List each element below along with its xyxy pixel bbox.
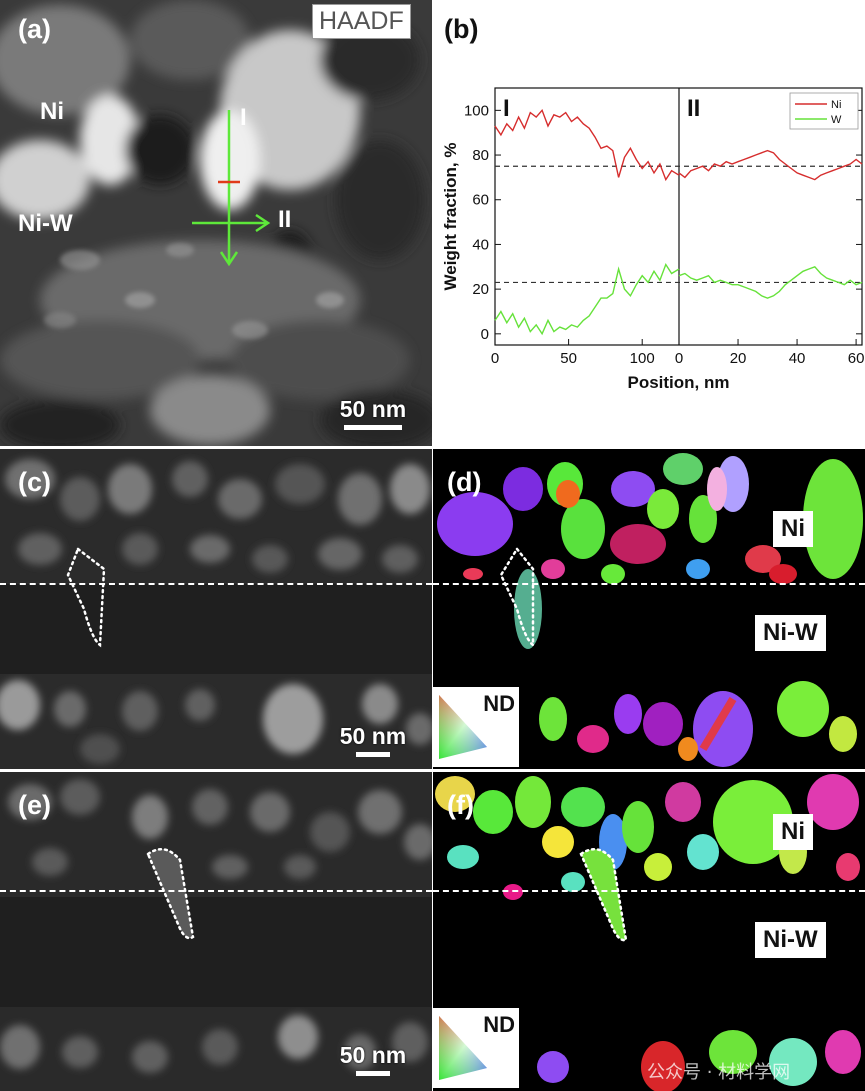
scale-bar-a-text: 50 nm (339, 396, 407, 422)
haadf-mode-label: HAADF (312, 4, 411, 39)
micrograph-c (0, 449, 432, 769)
y-tick-label: 20 (472, 281, 489, 298)
niw-region-label: Ni-W (18, 210, 73, 237)
scale-bar-e-text: 50 nm (339, 1042, 407, 1068)
panel-d-orientation-map: (d) Ni Ni-W ND (433, 449, 865, 769)
watermark: 公众号 · 材料学网 (647, 1062, 791, 1083)
ipf-triangle-icon (439, 1016, 487, 1080)
interface-line-f (433, 890, 865, 892)
interface-line-e (0, 890, 432, 892)
subplot-label-i: I (503, 95, 510, 122)
series-line-w-ii (678, 265, 863, 299)
niw-label-d: Ni-W (755, 615, 826, 651)
ni-label-f: Ni (773, 814, 813, 850)
y-tick-label: 0 (481, 326, 489, 343)
grain-outline-c (66, 546, 106, 648)
scale-bar-e-line (356, 1071, 390, 1076)
grain-outline-d (499, 546, 535, 648)
panel-d-label: (d) (447, 467, 482, 497)
legend-label-ni: Ni (831, 99, 841, 111)
scale-bar-e: 50 nm (328, 1042, 418, 1076)
profile-line-ii-label: II (278, 206, 292, 233)
profile-line-i-label: I (240, 104, 247, 131)
x-tick-label: 60 (848, 350, 865, 367)
y-tick-label: 40 (472, 236, 489, 253)
x-tick-label: 40 (789, 350, 806, 367)
grain-outline-e (146, 847, 195, 940)
interface-line-d (433, 583, 865, 585)
panel-c-label: (c) (18, 467, 51, 497)
panel-a-label: (a) (18, 14, 51, 44)
ni-region-label: Ni (40, 98, 64, 125)
x-tick-label: 20 (730, 350, 747, 367)
subplot-label-ii: II (687, 95, 700, 122)
x-tick-label: 50 (560, 350, 577, 367)
x-tick-label: 100 (630, 350, 655, 367)
y-tick-label: 100 (464, 102, 489, 119)
profile-line-ii-arrowhead (255, 213, 271, 233)
micrograph-e (0, 772, 432, 1091)
scale-bar-a-line (344, 425, 402, 430)
y-tick-label: 80 (472, 147, 489, 164)
nd-color-key-f: ND (433, 1008, 519, 1088)
profile-line-i-arrowhead (219, 251, 239, 267)
x-tick-label: 0 (491, 350, 499, 367)
nd-label-d: ND (483, 691, 515, 716)
scale-bar-a: 50 nm (328, 396, 418, 430)
haadf-micrograph (0, 0, 432, 446)
panel-c-image: (c) 50 nm (0, 449, 432, 769)
niw-label-f: Ni-W (755, 922, 826, 958)
panel-f-label: (f) (447, 790, 474, 820)
x-tick-label: 0 (675, 350, 683, 367)
series-line-ni-i (494, 108, 680, 182)
interface-line-c (0, 583, 432, 585)
scale-bar-c-line (356, 752, 390, 757)
nd-color-key-d: ND (433, 687, 519, 767)
panel-b-chart: (b) 0 20 40 60 80 100 Weight fraction, % Positi… (432, 0, 865, 446)
panel-e-label: (e) (18, 790, 51, 820)
scale-bar-c: 50 nm (328, 723, 418, 757)
series-line-w-i (494, 262, 680, 336)
scale-bar-c-text: 50 nm (339, 723, 407, 749)
panel-b-label: (b) (444, 14, 479, 44)
y-tick-label: 60 (472, 192, 489, 209)
panel-a-haadf-image: (a) HAADF Ni Ni-W I II 50 nm (0, 0, 432, 446)
panel-e-image: (e) 50 nm (0, 772, 432, 1091)
nd-label-f: ND (483, 1012, 515, 1037)
x-axis-label: Position, nm (628, 373, 730, 392)
grain-outline-f (579, 847, 628, 942)
series-line-ni-ii (678, 149, 863, 181)
y-axis-label: Weight fraction, % (441, 143, 460, 291)
legend-label-w: W (831, 114, 842, 126)
ipf-triangle-icon (439, 695, 487, 759)
ni-label-d: Ni (773, 511, 813, 547)
legend-box (789, 92, 859, 130)
panel-f-orientation-map: (f) Ni Ni-W ND 公众号 · 材料学网 (433, 772, 865, 1091)
weight-fraction-chart: 0 20 40 60 80 100 Weight fraction, % Position, … (441, 87, 865, 392)
